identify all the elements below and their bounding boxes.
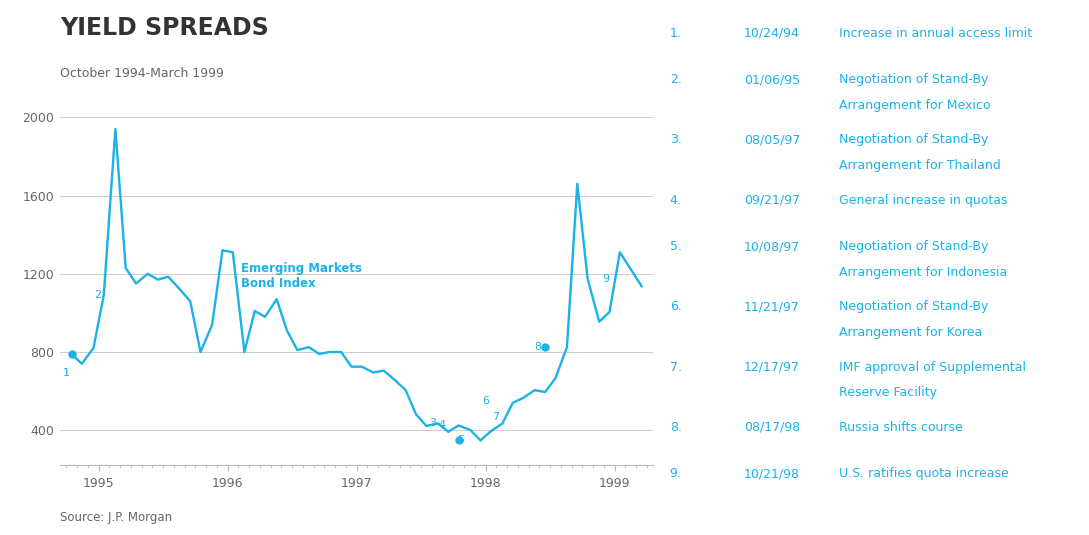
- Text: 10/08/97: 10/08/97: [744, 240, 800, 253]
- Text: 10/21/98: 10/21/98: [744, 467, 799, 480]
- Text: 9.: 9.: [670, 467, 682, 480]
- Text: IMF approval of Supplemental: IMF approval of Supplemental: [839, 361, 1026, 373]
- Text: 5.: 5.: [670, 240, 682, 253]
- Text: 4: 4: [439, 421, 445, 431]
- Text: 1.: 1.: [670, 27, 682, 40]
- Text: 4.: 4.: [670, 194, 682, 207]
- Text: 10/24/94: 10/24/94: [744, 27, 799, 40]
- Text: October 1994-March 1999: October 1994-March 1999: [60, 67, 223, 80]
- Text: 1: 1: [63, 368, 70, 378]
- Text: Source: J.P. Morgan: Source: J.P. Morgan: [60, 511, 172, 524]
- Text: Negotiation of Stand-By: Negotiation of Stand-By: [839, 133, 988, 147]
- Text: 7: 7: [492, 411, 499, 422]
- Text: Increase in annual access limit: Increase in annual access limit: [839, 27, 1031, 40]
- Text: Negotiation of Stand-By: Negotiation of Stand-By: [839, 73, 988, 86]
- Text: Emerging Markets
Bond Index: Emerging Markets Bond Index: [241, 262, 362, 290]
- Text: 8.: 8.: [670, 421, 682, 434]
- Text: Arrangement for Korea: Arrangement for Korea: [839, 326, 982, 339]
- Text: Arrangement for Thailand: Arrangement for Thailand: [839, 159, 1001, 172]
- Text: 12/17/97: 12/17/97: [744, 361, 799, 373]
- Text: 7.: 7.: [670, 361, 682, 373]
- Text: Negotiation of Stand-By: Negotiation of Stand-By: [839, 240, 988, 253]
- Text: 6.: 6.: [670, 300, 682, 314]
- Text: 3: 3: [429, 417, 437, 427]
- Text: 6: 6: [481, 396, 489, 406]
- Text: 8: 8: [534, 342, 541, 352]
- Text: 01/06/95: 01/06/95: [744, 73, 800, 86]
- Text: YIELD SPREADS: YIELD SPREADS: [60, 16, 269, 40]
- Text: 9: 9: [602, 274, 609, 284]
- Text: U.S. ratifies quota increase: U.S. ratifies quota increase: [839, 467, 1008, 480]
- Text: Negotiation of Stand-By: Negotiation of Stand-By: [839, 300, 988, 314]
- Text: 5: 5: [457, 434, 465, 445]
- Text: Arrangement for Indonesia: Arrangement for Indonesia: [839, 266, 1006, 279]
- Text: 2.: 2.: [670, 73, 682, 86]
- Text: Reserve Facility: Reserve Facility: [839, 386, 937, 399]
- Text: 2: 2: [94, 291, 101, 300]
- Text: Arrangement for Mexico: Arrangement for Mexico: [839, 99, 990, 112]
- Text: 08/05/97: 08/05/97: [744, 133, 800, 147]
- Text: Russia shifts course: Russia shifts course: [839, 421, 963, 434]
- Text: 11/21/97: 11/21/97: [744, 300, 799, 314]
- Text: General increase in quotas: General increase in quotas: [839, 194, 1007, 207]
- Text: 08/17/98: 08/17/98: [744, 421, 800, 434]
- Text: 09/21/97: 09/21/97: [744, 194, 799, 207]
- Text: 3.: 3.: [670, 133, 682, 147]
